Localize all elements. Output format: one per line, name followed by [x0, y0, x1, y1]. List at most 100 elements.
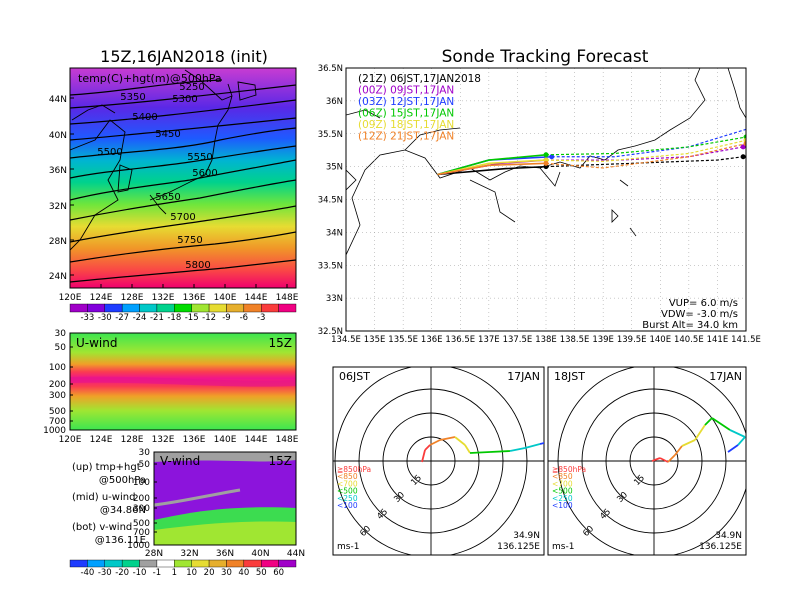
colorbar-label: -1 [153, 568, 161, 578]
colorbar-label: 40 [238, 568, 249, 578]
legend-entry: (00Z) 09JST,17JAN [358, 85, 454, 97]
legend-entry: (03Z) 12JST,17JAN [358, 96, 454, 108]
colorbar-swatch [104, 303, 123, 313]
pressure-tick-label: 100 [49, 363, 66, 373]
hodo-segment [424, 444, 431, 451]
contour-label: 5600 [192, 168, 217, 179]
track-legend: (21Z) 06JST,17JAN2018(00Z) 09JST,17JAN(0… [358, 73, 481, 143]
hodo-segment [439, 436, 456, 441]
panel-notes: (up) tmp+hgt @500hPa (mid) u-wind @34.86N (b… [72, 462, 146, 546]
lon-tick-label: 120E [59, 293, 82, 303]
uwind-time: 15Z [269, 336, 293, 350]
pressure-tick-label: 30 [55, 329, 67, 339]
legend-entry: (12Z) 21JST,17JAN [358, 131, 454, 143]
landing-point [743, 141, 746, 147]
note-line: (mid) u-wind [72, 492, 135, 503]
note-line: @500hPa [99, 475, 146, 486]
colorbar-swatch [174, 303, 192, 313]
hodo-time: 06JST [339, 370, 370, 383]
lat-tick-label: 32N [180, 549, 198, 559]
level-legend-entry: <700 [552, 479, 573, 488]
lat-tick-label: 32N [49, 202, 67, 212]
temp-colorbar: -33 -30 -27 -24 -21 -18 -15 -12 -9 -6 -3 [69, 303, 297, 323]
lat-tick-label: 40N [251, 549, 269, 559]
colorbar-swatch [208, 559, 227, 568]
colorbar-label: 10 [186, 568, 197, 578]
contour-label: 5250 [179, 82, 204, 93]
lon-tick-label: 140E [649, 335, 671, 345]
hodo-segment [729, 429, 746, 438]
colorbar-label: -18 [167, 313, 181, 323]
pressure-tick-label: 30 [139, 448, 151, 458]
pressure-tick-label: 1000 [127, 541, 150, 551]
note-line: (bot) v-wind [72, 522, 132, 533]
hodo-time: 18JST [554, 370, 585, 383]
track-descent-line [546, 146, 744, 161]
track-series [437, 126, 751, 176]
hodo-segment [539, 442, 544, 445]
contour-label: 5700 [170, 212, 195, 223]
colorbar-label: -40 [80, 568, 94, 578]
colorbar-label: 20 [204, 568, 215, 578]
contour-label: 5650 [155, 192, 180, 203]
legend-entry: (06Z) 15JST,17JAN [358, 108, 454, 120]
map-lat-ticks: 44N 40N 36N 32N 28N 24N [49, 95, 74, 282]
uwind-label: U-wind [76, 336, 117, 350]
colorbar-swatch [174, 559, 192, 568]
contour-label: 5750 [177, 235, 202, 246]
uwind-lon-ticks: 120E 124E 128E 132E 136E 140E 144E 148E [59, 435, 299, 445]
lon-tick-label: 141E [707, 335, 729, 345]
track-param: VUP= 6.0 m/s [669, 298, 738, 309]
colorbar-swatch [226, 303, 245, 313]
hodo-segment [469, 451, 491, 454]
track-param: VDW= -3.0 m/s [661, 309, 738, 320]
colorbar-swatch [121, 303, 140, 313]
contour-label: 5500 [97, 147, 122, 158]
legend-entry: (21Z) 06JST,17JAN2018 [358, 73, 481, 85]
colorbar-label: 30 [221, 568, 232, 578]
hodo-segment [674, 445, 683, 456]
colorbar-label: -6 [240, 313, 248, 323]
lat-tick-label: 28N [49, 237, 67, 247]
pressure-tick-label: 300 [133, 504, 150, 514]
hodo-segment [737, 436, 746, 446]
pressure-tick-label: 1000 [43, 426, 66, 436]
lon-tick-label: 148E [276, 293, 299, 303]
note-line: @136.11E [95, 535, 146, 546]
track-ascent-line [437, 153, 547, 176]
level-legend-entry: <250 [337, 494, 358, 503]
lon-tick-label: 136.5E [445, 335, 475, 345]
pressure-tick-label: 300 [49, 391, 66, 401]
colorbar-swatch [156, 303, 175, 313]
hodo-segment [659, 457, 669, 463]
lon-tick-label: 136E [183, 435, 206, 445]
lat-tick-label: 44N [49, 95, 67, 105]
landing-point [746, 126, 751, 131]
hodo-lat: 34.9N [513, 531, 540, 541]
pressure-tick-label: 700 [49, 417, 66, 427]
right-title: Sonde Tracking Forecast [442, 47, 649, 67]
note-line: @34.86N [100, 505, 146, 516]
contour-label: 5350 [120, 92, 145, 103]
pressure-tick-label: 500 [133, 519, 150, 529]
colorbar-swatch [243, 303, 262, 313]
hodo-segment [704, 417, 713, 426]
burst-point [543, 160, 549, 166]
lon-tick-label: 139.5E [617, 335, 647, 345]
lon-tick-label: 140E [214, 293, 237, 303]
lon-tick-label: 138.5E [560, 335, 590, 345]
pressure-tick-label: 700 [133, 528, 150, 538]
vwind-lat-ticks: 28N 32N 36N 40N 44N [145, 549, 305, 559]
colorbar-label: 1 [172, 568, 177, 578]
lat-tick-label: 35.5N [318, 130, 343, 140]
lat-tick-label: 28N [145, 549, 163, 559]
level-legend-entry: ≧850hPa [552, 465, 586, 474]
lon-tick-label: 132E [152, 293, 175, 303]
colorbar-label: -15 [185, 313, 199, 323]
